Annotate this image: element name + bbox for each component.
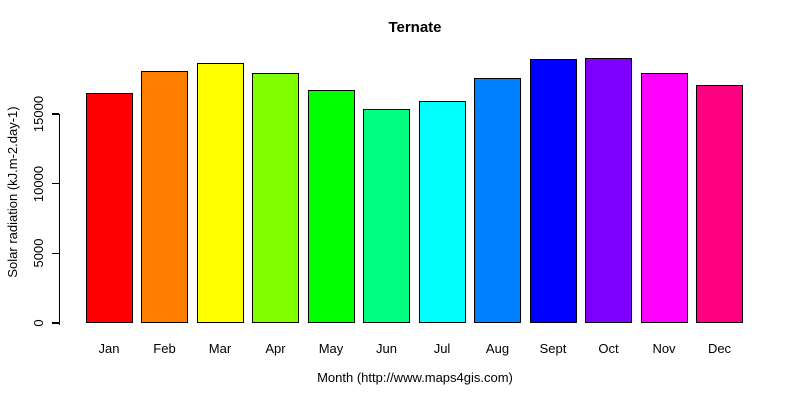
x-tick-label-nov: Nov (652, 341, 676, 356)
y-tick-label-0: 0 (31, 319, 46, 327)
bar-aug (474, 77, 521, 323)
x-tick-label-oct: Oct (598, 341, 619, 356)
y-tick-mark-10000 (51, 182, 59, 185)
bar-sept (529, 58, 577, 323)
chart-title: Ternate (388, 19, 442, 36)
y-axis-label: Solar radiation (kJ.m-2.day-1) (5, 106, 20, 278)
bar-jul (418, 100, 466, 323)
x-tick-label-feb: Feb (153, 341, 176, 356)
x-tick-label-aug: Aug (485, 341, 510, 356)
y-tick-mark-5000 (51, 252, 59, 255)
x-tick-label-sept: Sept (539, 341, 567, 356)
x-axis-label: Month (http://www.maps4gis.com) (317, 370, 513, 385)
x-tick-label-jan: Jan (98, 341, 120, 356)
bar-dec (696, 85, 743, 323)
x-tick-label-may: May (318, 341, 344, 356)
x-tick-label-mar: Mar (208, 341, 232, 356)
y-tick-label-5000: 5000 (31, 238, 46, 268)
bar-jan (85, 93, 133, 323)
x-tick-label-jul: Jul (433, 341, 451, 356)
bar-apr (252, 72, 299, 323)
x-tick-label-apr: Apr (265, 341, 286, 356)
y-axis-line (58, 114, 60, 325)
y-tick-label-10000: 10000 (31, 165, 46, 202)
bar-jun (363, 109, 410, 323)
y-tick-mark-0 (51, 322, 59, 324)
x-tick-label-dec: Dec (707, 341, 732, 356)
x-tick-label-jun: Jun (376, 341, 397, 356)
bar-feb (141, 70, 188, 323)
y-tick-mark-15000 (51, 113, 59, 115)
bar-mar (196, 63, 244, 323)
bar-nov (640, 72, 688, 323)
y-tick-label-15000: 15000 (31, 95, 46, 133)
bar-oct (585, 58, 632, 323)
bar-may (307, 89, 355, 323)
